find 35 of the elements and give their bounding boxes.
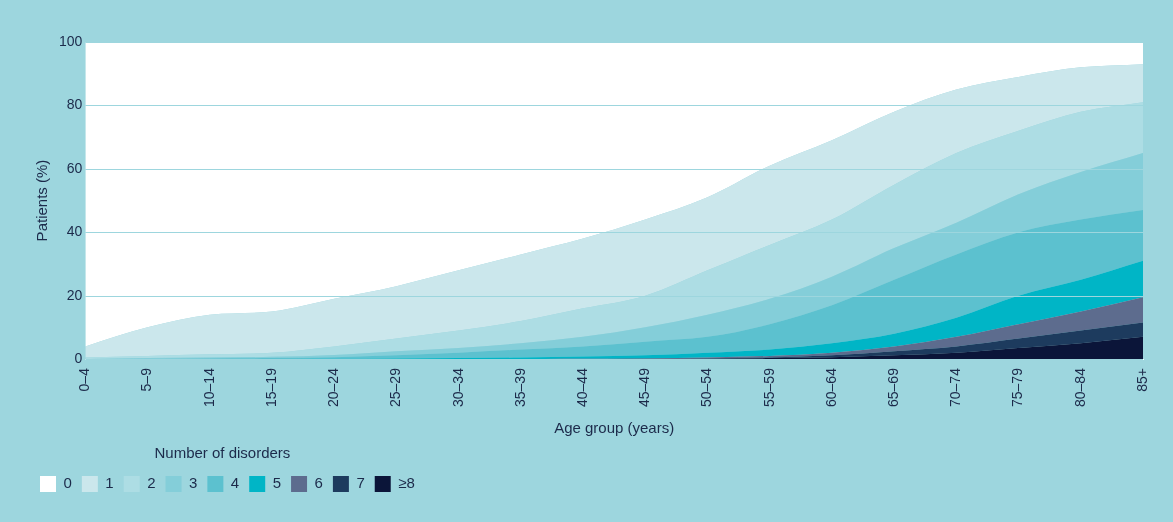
legend-label: ≥8 — [398, 474, 415, 492]
x-tick-label: 20–24 — [325, 367, 342, 408]
y-tick-label: 80 — [66, 96, 83, 113]
x-tick-label: 60–64 — [822, 367, 839, 408]
y-tick-label: 100 — [59, 32, 83, 49]
legend-title: Number of disorders — [154, 443, 291, 461]
x-tick-label: 25–29 — [387, 367, 404, 408]
x-tick-label: 0–4 — [76, 367, 93, 392]
y-tick-label: 40 — [66, 223, 83, 240]
x-tick-label: 75–79 — [1009, 367, 1026, 408]
y-axis-title: Patients (%) — [33, 159, 51, 242]
x-tick-label: 45–49 — [636, 367, 653, 408]
x-tick-label: 70–74 — [947, 367, 964, 408]
y-tick-label: 0 — [74, 349, 83, 366]
x-tick-label: 50–54 — [698, 367, 715, 408]
x-tick-label: 15–19 — [262, 367, 279, 408]
legend-label: 5 — [272, 474, 282, 492]
legend-label: 7 — [356, 474, 365, 492]
legend-label: 6 — [314, 474, 323, 492]
x-axis-title: Age group (years) — [554, 419, 675, 437]
x-tick-label: 80–84 — [1071, 367, 1088, 408]
legend-label: 4 — [230, 474, 240, 492]
legend-label: 1 — [105, 474, 114, 492]
x-tick-label: 55–59 — [760, 367, 777, 408]
x-tick-label: 30–34 — [449, 367, 466, 408]
legend-label: 3 — [189, 474, 198, 492]
legend-label: 2 — [147, 474, 156, 492]
x-tick-label: 40–44 — [573, 367, 590, 408]
y-tick-label: 60 — [66, 159, 83, 176]
x-tick-label: 35–39 — [511, 367, 528, 408]
x-tick-label: 85+ — [1133, 368, 1150, 392]
x-tick-label: 10–14 — [200, 367, 217, 408]
x-tick-label: 65–69 — [885, 367, 901, 408]
y-tick-label: 20 — [66, 286, 83, 303]
x-tick-label: 5–9 — [138, 367, 155, 392]
